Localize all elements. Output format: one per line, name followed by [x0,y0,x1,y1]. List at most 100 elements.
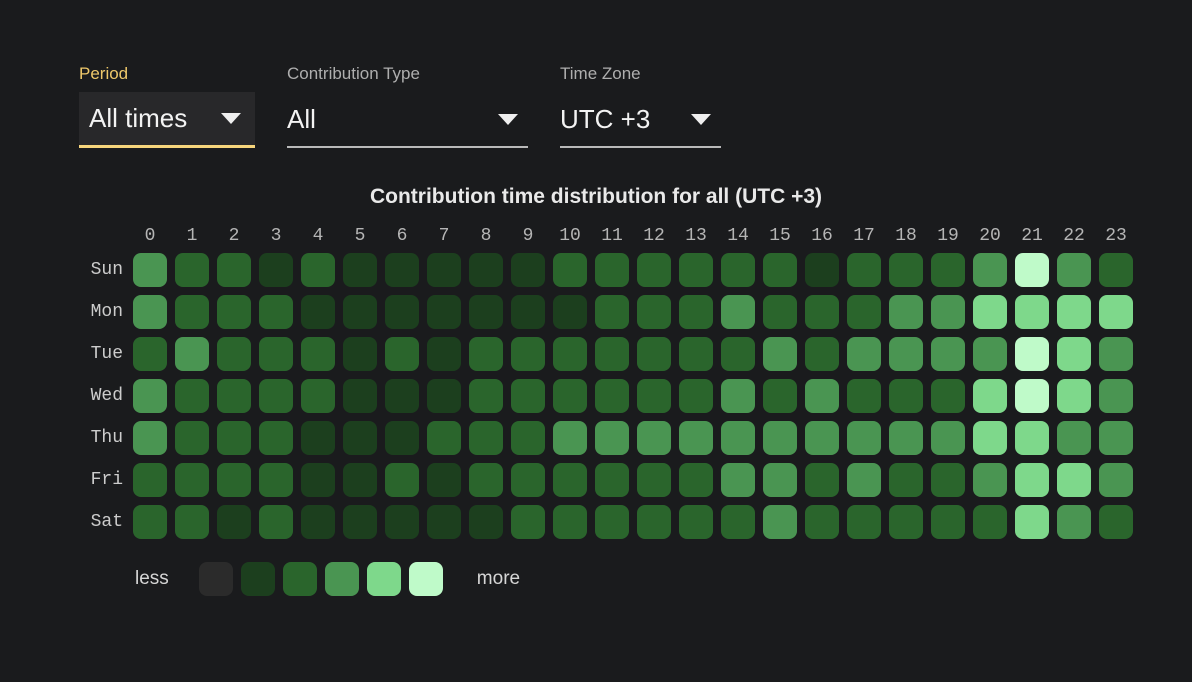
chevron-down-icon [498,113,518,125]
heatmap-cell [133,379,167,413]
legend-more-label: more [476,568,521,589]
hour-label: 14 [727,226,749,246]
heatmap-cell [259,505,293,539]
heatmap-cell [763,379,797,413]
heatmap-cell [133,505,167,539]
heatmap-cell [763,253,797,287]
heatmap-cell [637,253,671,287]
heatmap-cell [931,463,965,497]
heatmap-cell [721,337,755,371]
heatmap-cell [595,505,629,539]
period-label: Period [79,64,129,83]
heatmap-cell [301,421,335,455]
heatmap-cell [931,505,965,539]
heatmap-cell [259,253,293,287]
heatmap-cell [259,379,293,413]
time-zone-label: Time Zone [560,64,641,83]
heatmap-cell [721,463,755,497]
heatmap-cell [847,463,881,497]
heatmap-cell [847,505,881,539]
heatmap-cell [931,295,965,329]
heatmap-cell [175,421,209,455]
heatmap-cell [1015,295,1049,329]
heatmap-cell [763,295,797,329]
heatmap-cell [343,253,377,287]
heatmap-cell [385,463,419,497]
hour-label: 11 [601,226,623,246]
heatmap-cell [1057,253,1091,287]
heatmap-cell [637,295,671,329]
heatmap-cell [133,253,167,287]
heatmap-cell [553,253,587,287]
heatmap-cell [973,505,1007,539]
heatmap-cell [1099,295,1133,329]
heatmap-row: Fri [85,463,1192,497]
heatmap-cell [847,421,881,455]
heatmap-cell [427,337,461,371]
heatmap-cell [133,463,167,497]
heatmap-cell [889,463,923,497]
heatmap-cell [763,337,797,371]
heatmap-cell [469,295,503,329]
heatmap-cell [931,337,965,371]
hour-label: 23 [1105,226,1127,246]
heatmap-cell [595,337,629,371]
axis-corner-spacer [85,226,133,246]
heatmap-cell [301,379,335,413]
heatmap-cell [1015,463,1049,497]
hour-label: 12 [643,226,665,246]
heatmap-cell [427,421,461,455]
hour-label: 7 [438,226,450,246]
heatmap-cell [595,295,629,329]
heatmap-cell [511,253,545,287]
heatmap-cell [553,505,587,539]
heatmap-cell [973,253,1007,287]
heatmap-cell [805,421,839,455]
period-select[interactable]: All times [79,92,255,148]
heatmap-cell [427,253,461,287]
time-zone-select[interactable]: UTC +3 [560,92,721,148]
heatmap-cell [637,337,671,371]
chevron-down-icon [691,113,711,125]
heatmap-cell [217,463,251,497]
heatmap-cell [427,463,461,497]
heatmap-row: Sun [85,253,1192,287]
legend-swatch [366,562,401,596]
heatmap-cell [721,421,755,455]
heatmap-cell [805,505,839,539]
heatmap-cell [175,505,209,539]
heatmap-cell [1057,337,1091,371]
heatmap-cell [343,505,377,539]
heatmap-cell [427,379,461,413]
heatmap-cell [217,253,251,287]
heatmap-cell [511,463,545,497]
heatmap-cell [259,421,293,455]
hour-label: 0 [144,226,156,246]
contribution-type-select[interactable]: All [287,92,528,148]
heatmap-cell [637,463,671,497]
hour-label: 6 [396,226,408,246]
heatmap-cell [133,295,167,329]
time-zone-filter: Time Zone UTC +3 [560,64,721,148]
hour-axis: 0 1 2 3 4 5 6 7 8 9 10 11 12 13 14 15 16 17 18 19 20 21 22 23 [85,226,1192,246]
heatmap-cell [763,505,797,539]
heatmap-cell [1057,379,1091,413]
hour-label: 20 [979,226,1001,246]
heatmap-cell [721,253,755,287]
heatmap-cell [679,421,713,455]
heatmap-cell [1099,253,1133,287]
heatmap-cell [931,253,965,287]
heatmap-cell [217,337,251,371]
heatmap-cell [511,337,545,371]
heatmap-cell [553,379,587,413]
day-label: Sat [90,512,123,532]
heatmap-cell [385,379,419,413]
hour-label: 15 [769,226,791,246]
hour-label: 9 [522,226,534,246]
heatmap-cell [889,379,923,413]
heatmap-cell [1057,463,1091,497]
hour-label: 16 [811,226,833,246]
heatmap-legend: less more [135,562,1192,596]
hour-label: 5 [354,226,366,246]
heatmap-cell [889,421,923,455]
